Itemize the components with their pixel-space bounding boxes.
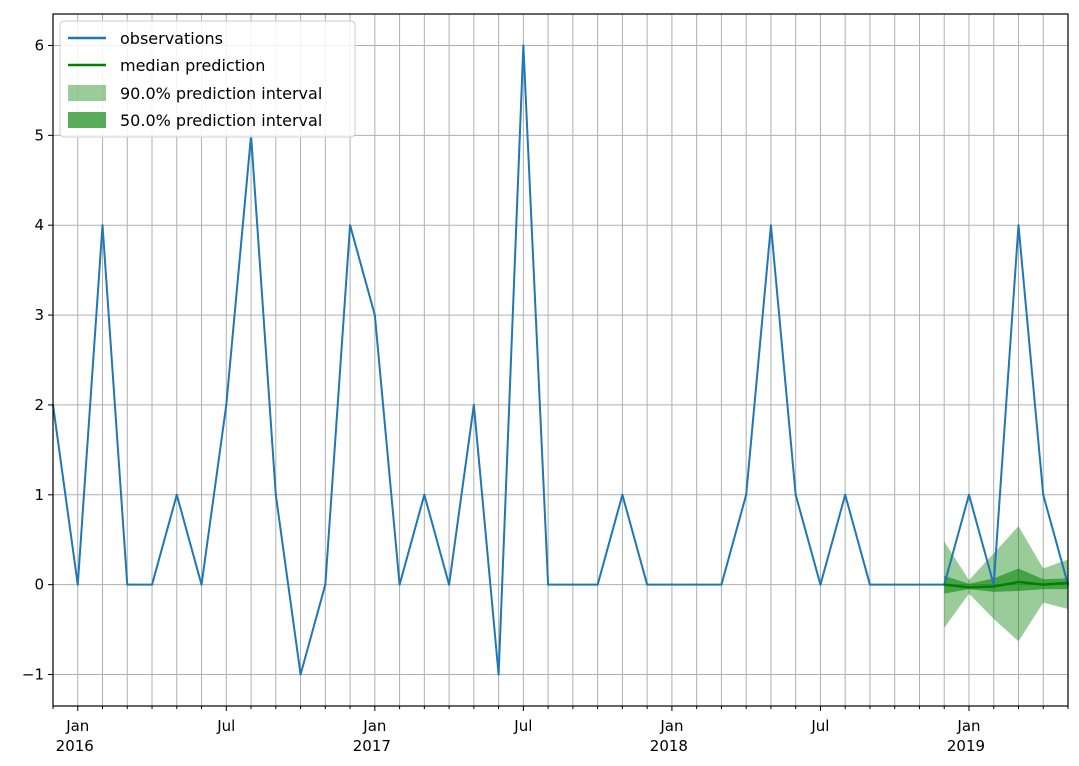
observation-point — [200, 583, 203, 586]
x-tick-label: Jul — [513, 717, 532, 735]
x-tick-label: Jan — [362, 717, 386, 735]
observation-point — [324, 583, 327, 586]
median-prediction-line — [944, 580, 1069, 589]
observation-point — [621, 493, 624, 496]
observation-point — [423, 493, 426, 496]
observation-point — [695, 583, 698, 586]
legend-box — [59, 20, 356, 138]
legend-swatch-90-interval — [68, 85, 106, 101]
y-tick-label: 6 — [34, 36, 44, 54]
x-tick-label: Jan — [956, 717, 980, 735]
legend: observations median prediction 90.0% predi… — [59, 20, 356, 138]
y-tick-label: 0 — [34, 576, 44, 594]
legend-label: 50.0% prediction interval — [120, 111, 322, 130]
observation-point — [349, 224, 352, 227]
median-prediction-point — [992, 585, 995, 588]
observation-point — [76, 583, 79, 586]
y-tick-label: 3 — [34, 306, 44, 324]
y-tick-label: −1 — [22, 666, 44, 684]
x-tick-label: Jul — [216, 717, 235, 735]
observation-point — [720, 583, 723, 586]
observation-point — [868, 583, 871, 586]
observation-point — [497, 673, 500, 676]
axes-frame — [52, 13, 1069, 707]
observation-point — [769, 224, 772, 227]
x-axis: Jan 2016 Jul Jan 2017 Jul Jan 2018 Jul Jan 2019 — [52, 706, 1069, 755]
x-tick-label: Jul — [810, 717, 829, 735]
legend-swatch-50-interval — [68, 112, 106, 128]
observation-point — [398, 583, 401, 586]
observation-point — [893, 583, 896, 586]
observation-point — [646, 583, 649, 586]
observation-point — [967, 493, 970, 496]
observation-point — [472, 403, 475, 406]
observation-point — [448, 583, 451, 586]
legend-label: 90.0% prediction interval — [120, 84, 322, 103]
median-prediction-point — [1017, 580, 1020, 583]
median-prediction-point — [943, 583, 946, 586]
y-tick-label: 4 — [34, 216, 44, 234]
legend-label: observations — [120, 29, 223, 48]
observation-point — [373, 314, 376, 317]
observation-point — [225, 403, 228, 406]
observation-point — [175, 493, 178, 496]
observation-point — [819, 583, 822, 586]
observation-point — [522, 44, 525, 47]
observations-line — [52, 44, 1069, 676]
observation-point — [274, 493, 277, 496]
observation-point — [151, 583, 154, 586]
observation-point — [1042, 493, 1045, 496]
x-tick-label: Jan — [659, 717, 683, 735]
observation-point — [126, 583, 129, 586]
x-tick-year-label: 2018 — [650, 737, 688, 755]
observation-point — [101, 224, 104, 227]
y-tick-label: 5 — [34, 126, 44, 144]
observation-point — [670, 583, 673, 586]
x-tick-year-label: 2017 — [353, 737, 391, 755]
series-lines — [52, 44, 1069, 676]
y-tick-label: 2 — [34, 396, 44, 414]
x-tick-year-label: 2019 — [947, 737, 985, 755]
median-prediction-point — [1042, 583, 1045, 586]
observation-point — [571, 583, 574, 586]
observation-point — [918, 583, 921, 586]
median-prediction-point — [967, 586, 970, 589]
observation-point — [745, 493, 748, 496]
y-axis: −1 0 1 2 3 4 5 6 — [22, 36, 53, 684]
observation-point — [547, 583, 550, 586]
x-tick-label: Jan — [65, 717, 89, 735]
observation-point — [844, 493, 847, 496]
observation-point — [794, 493, 797, 496]
observation-point — [596, 583, 599, 586]
legend-label: median prediction — [120, 56, 265, 75]
observation-point — [1017, 224, 1020, 227]
observation-point — [299, 673, 302, 676]
y-tick-label: 1 — [34, 486, 44, 504]
x-tick-year-label: 2016 — [56, 737, 94, 755]
